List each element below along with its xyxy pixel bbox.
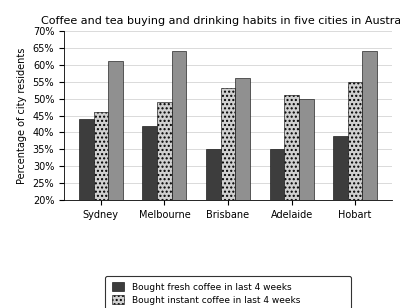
- Title: Coffee and tea buying and drinking habits in five cities in Australia: Coffee and tea buying and drinking habit…: [41, 16, 400, 26]
- Bar: [299, 99, 314, 200]
- Bar: [206, 149, 221, 200]
- Bar: [362, 51, 377, 200]
- Legend: Bought fresh coffee in last 4 weeks, Bought instant coffee in last 4 weeks, Went: Bought fresh coffee in last 4 weeks, Bou…: [106, 276, 350, 308]
- Bar: [221, 88, 235, 200]
- Bar: [157, 102, 172, 200]
- Bar: [284, 95, 299, 200]
- Y-axis label: Percentage of city residents: Percentage of city residents: [17, 47, 27, 184]
- Bar: [333, 136, 348, 200]
- Bar: [348, 82, 362, 200]
- Bar: [79, 119, 94, 200]
- Bar: [235, 78, 250, 200]
- Bar: [108, 61, 123, 200]
- Bar: [142, 126, 157, 200]
- Bar: [94, 112, 108, 200]
- Bar: [270, 149, 284, 200]
- Bar: [172, 51, 186, 200]
